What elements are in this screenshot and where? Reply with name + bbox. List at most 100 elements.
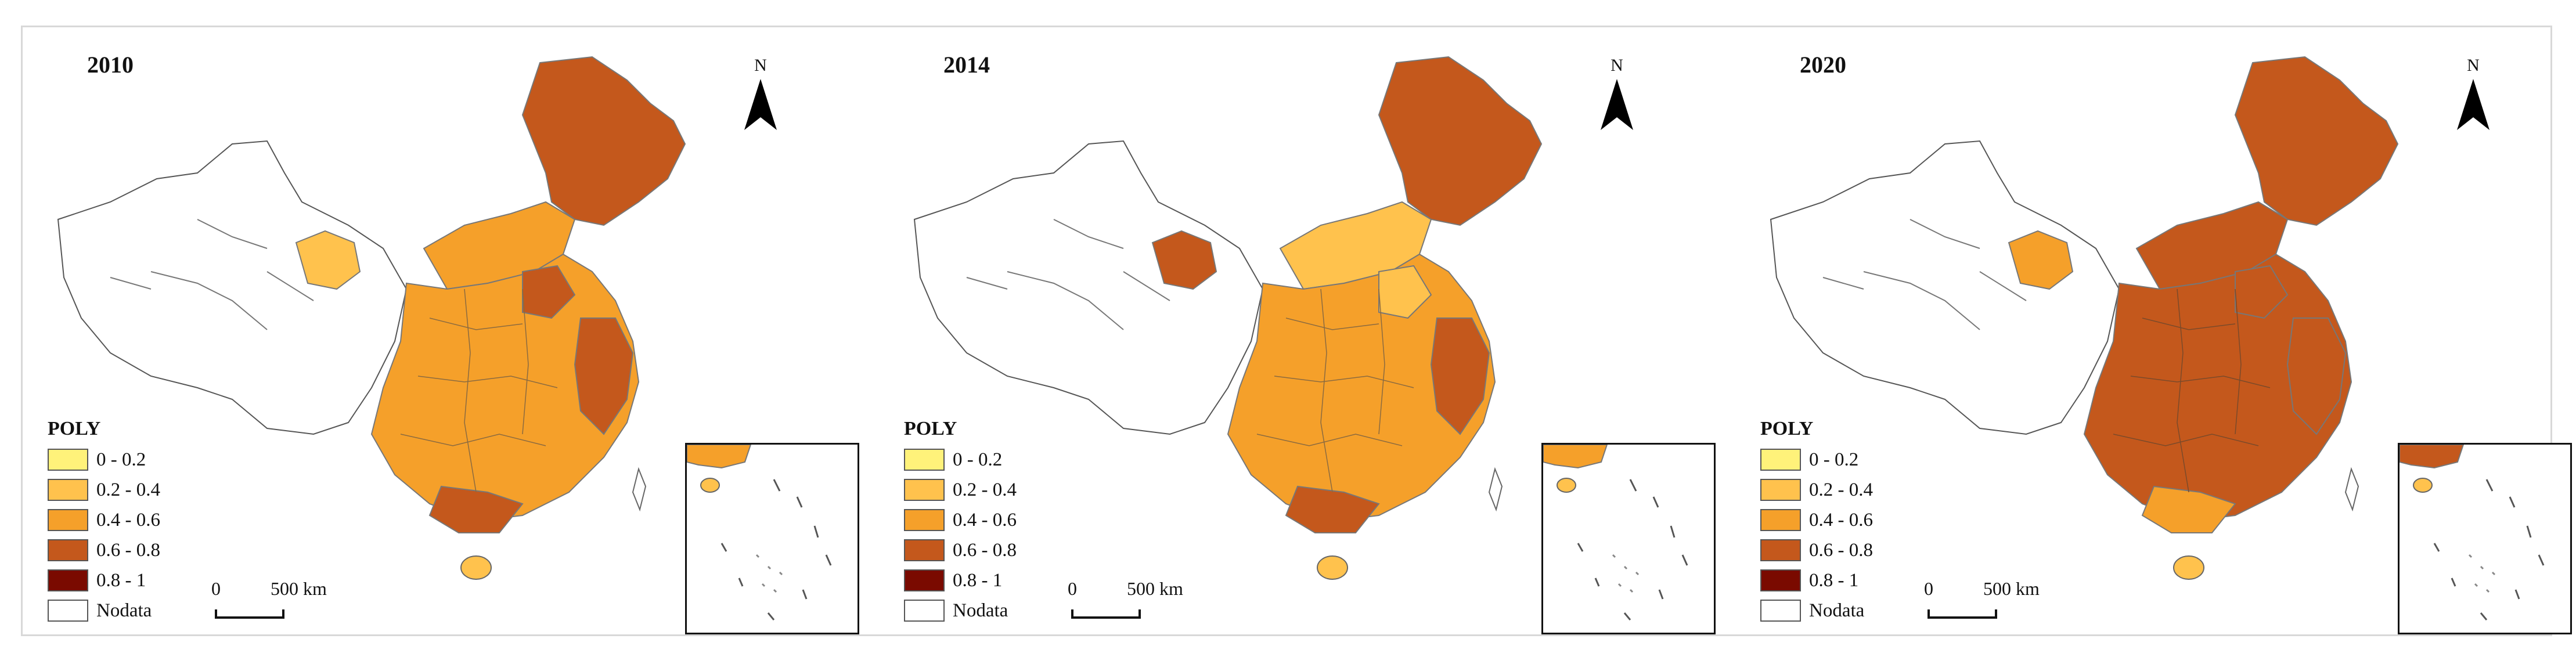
legend-swatch bbox=[1760, 449, 1801, 471]
scale-zero-label: 0 bbox=[211, 578, 221, 599]
legend-item: 0.6 - 0.8 bbox=[904, 535, 1017, 565]
region-south-coast bbox=[2141, 485, 2236, 533]
legend-swatch bbox=[904, 509, 945, 531]
south-china-sea-inset bbox=[685, 443, 859, 634]
region-nodata-west bbox=[57, 140, 408, 435]
legend-label: 0.6 - 0.8 bbox=[96, 539, 160, 561]
north-arrow-icon bbox=[744, 79, 777, 130]
legend-swatch bbox=[904, 539, 945, 561]
legend-item: 0.2 - 0.4 bbox=[904, 475, 1017, 505]
taiwan-island bbox=[1488, 467, 1503, 512]
legend-swatch bbox=[904, 449, 945, 471]
scale-distance-label: 500 km bbox=[1127, 578, 1183, 599]
legend-title: POLY bbox=[1760, 418, 1814, 439]
panel-year-label: 2010 bbox=[87, 52, 134, 78]
legend-item: 0.8 - 1 bbox=[1760, 565, 1873, 596]
taiwan-island bbox=[2344, 467, 2359, 512]
region-northeast bbox=[2234, 56, 2399, 226]
legend-label: 0.8 - 1 bbox=[953, 569, 1003, 591]
legend-label: 0.2 - 0.4 bbox=[953, 479, 1017, 500]
north-arrow: N bbox=[743, 56, 778, 131]
legend-swatch bbox=[904, 569, 945, 591]
legend-label: 0.4 - 0.6 bbox=[96, 509, 160, 531]
hainan-island bbox=[1317, 555, 1348, 580]
legend-swatch bbox=[1760, 479, 1801, 501]
scale-distance-label: 500 km bbox=[271, 578, 327, 599]
region-nodata-west bbox=[1770, 140, 2120, 435]
legend-title: POLY bbox=[904, 418, 957, 439]
legend-label: 0.2 - 0.4 bbox=[96, 479, 160, 500]
legend-label: 0.4 - 0.6 bbox=[1809, 509, 1873, 531]
north-arrow: N bbox=[1599, 56, 1634, 131]
scale-line bbox=[1928, 609, 1997, 619]
legend-label: Nodata bbox=[96, 600, 152, 621]
legend: POLY 0 - 0.2 0.2 - 0.4 0.4 - 0.6 0.6 - 0… bbox=[48, 418, 160, 626]
legend-item: 0.6 - 0.8 bbox=[1760, 535, 1873, 565]
region-qinghai-patch bbox=[1151, 230, 1217, 290]
region-internal-lines bbox=[1256, 288, 1414, 493]
legend-swatch bbox=[48, 539, 88, 561]
panel-year-label: 2014 bbox=[943, 52, 990, 78]
north-arrow-icon bbox=[2457, 79, 2489, 130]
region-qinghai-patch bbox=[295, 230, 361, 290]
region-nodata-west bbox=[913, 140, 1264, 435]
legend-label: 0.6 - 0.8 bbox=[1809, 539, 1873, 561]
legend-item: 0 - 0.2 bbox=[1760, 445, 1873, 475]
scale-line bbox=[215, 609, 284, 619]
inset-map bbox=[1543, 445, 1688, 620]
region-east-coast bbox=[574, 317, 634, 435]
legend-item: 0.8 - 1 bbox=[904, 565, 1017, 596]
scale-line bbox=[1071, 609, 1141, 619]
legend-item: 0.4 - 0.6 bbox=[48, 505, 160, 535]
hainan-island bbox=[2173, 555, 2204, 580]
legend-swatch bbox=[48, 600, 88, 622]
legend: POLY 0 - 0.2 0.2 - 0.4 0.4 - 0.6 0.6 - 0… bbox=[1760, 418, 1873, 626]
legend-label: Nodata bbox=[953, 600, 1008, 621]
region-boundary bbox=[1822, 219, 2027, 330]
region-north-china bbox=[2235, 265, 2289, 319]
scale-zero-label: 0 bbox=[1924, 578, 1933, 599]
region-internal-lines bbox=[400, 288, 558, 493]
legend: POLY 0 - 0.2 0.2 - 0.4 0.4 - 0.6 0.6 - 0… bbox=[904, 418, 1017, 626]
north-label: N bbox=[1611, 56, 1623, 75]
legend-item: Nodata bbox=[48, 596, 160, 626]
china-map bbox=[57, 56, 686, 580]
legend-swatch bbox=[1760, 569, 1801, 591]
legend-item: 0.4 - 0.6 bbox=[904, 505, 1017, 535]
region-south-coast bbox=[1285, 485, 1380, 533]
region-boundary bbox=[110, 219, 314, 330]
china-map bbox=[913, 56, 1543, 580]
legend-swatch bbox=[48, 509, 88, 531]
region-north-china bbox=[522, 265, 576, 319]
legend-label: 0 - 0.2 bbox=[953, 449, 1003, 470]
legend-item: 0.4 - 0.6 bbox=[1760, 505, 1873, 535]
scale-bar: 0 500 km bbox=[1924, 578, 2040, 625]
north-label: N bbox=[754, 56, 767, 75]
legend-item: 0.8 - 1 bbox=[48, 565, 160, 596]
scale-distance-label: 500 km bbox=[1983, 578, 2040, 599]
inset-map bbox=[687, 445, 832, 620]
inset-map bbox=[2400, 445, 2545, 620]
legend-label: 0.8 - 1 bbox=[96, 569, 146, 591]
map-panel-2020: 2020 N POLY 0 - 0.2 0.2 - 0.4 0.4 - 0.6 … bbox=[1736, 28, 2576, 634]
region-internal-lines bbox=[2113, 288, 2271, 493]
legend-label: 0.6 - 0.8 bbox=[953, 539, 1017, 561]
legend-label: 0 - 0.2 bbox=[1809, 449, 1859, 470]
figure-frame bbox=[21, 26, 2552, 636]
legend-item: 0.6 - 0.8 bbox=[48, 535, 160, 565]
hainan-island bbox=[460, 555, 492, 580]
region-northeast bbox=[521, 56, 686, 226]
china-map bbox=[1770, 56, 2399, 580]
region-east-coast bbox=[1430, 317, 1490, 435]
legend-swatch bbox=[904, 600, 945, 622]
legend-swatch bbox=[1760, 509, 1801, 531]
scale-bar: 0 500 km bbox=[1068, 578, 1183, 625]
legend-swatch bbox=[48, 449, 88, 471]
north-arrow-icon bbox=[1601, 79, 1633, 130]
legend-swatch bbox=[904, 479, 945, 501]
legend-swatch bbox=[48, 479, 88, 501]
legend-label: 0 - 0.2 bbox=[96, 449, 146, 470]
scale-bar: 0 500 km bbox=[211, 578, 327, 625]
legend-item: 0.2 - 0.4 bbox=[1760, 475, 1873, 505]
region-north-china bbox=[1378, 265, 1432, 319]
